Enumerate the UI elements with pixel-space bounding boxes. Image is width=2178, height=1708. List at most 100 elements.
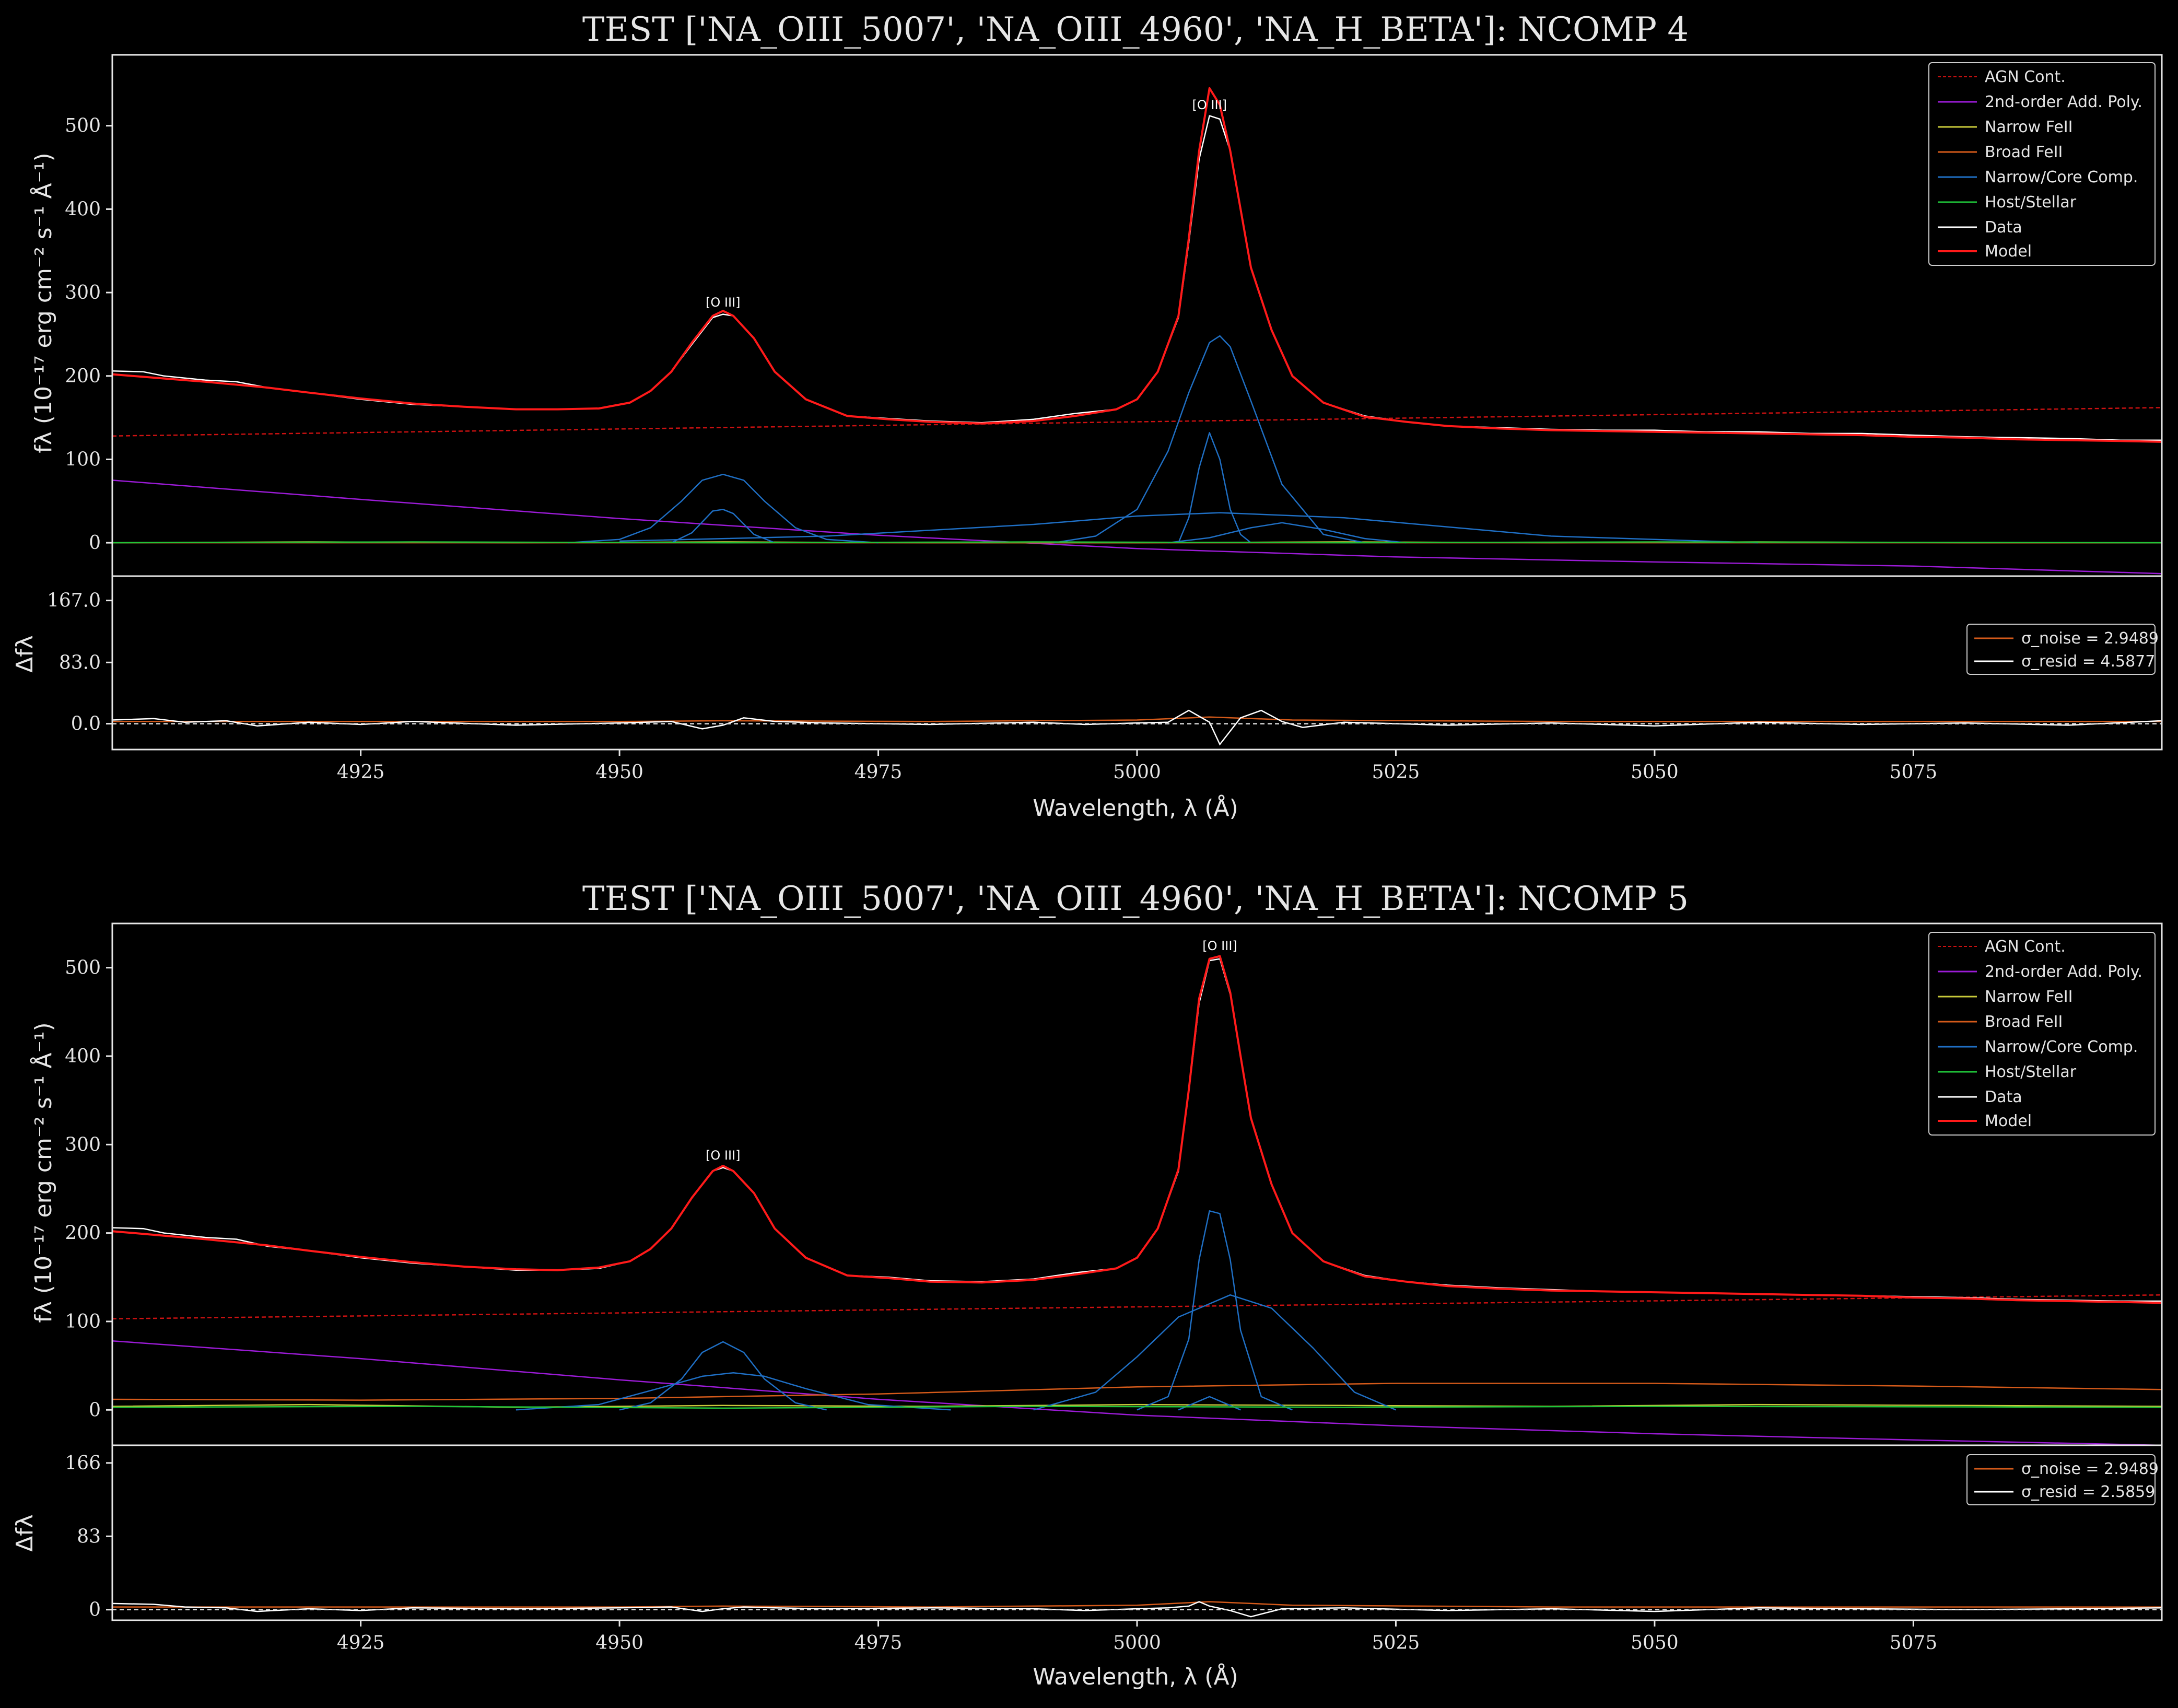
panel-1-resid-series: [112, 709, 2162, 746]
panel-1-series-model: [112, 87, 2162, 443]
panel-2-ylabel: fλ (10⁻¹⁷ erg cm⁻² s⁻¹ Å⁻¹): [29, 1022, 57, 1323]
panel-1-xtick-label-5050: 5050: [1631, 762, 1679, 783]
panel-2-resid-ytick-label-83: 83: [77, 1526, 101, 1547]
panel-1-ytick-label-100: 100: [65, 449, 101, 470]
panel-2-resid-yticks: 0 83 166: [65, 1453, 112, 1621]
panel-2-annotation-oiii-4960: [O III]: [706, 1148, 740, 1163]
panel-1-legend-poly: 2nd-order Add. Poly.: [1985, 93, 2142, 111]
panel-2-series-narrow-core-comp-3: [1033, 1294, 1396, 1411]
panel-1-xtick-label-4925: 4925: [337, 762, 385, 783]
panel-1-series-narrow-core-comp-4: [619, 512, 1759, 544]
panel-2-legend: AGN Cont. 2nd-order Add. Poly. Narrow Fe…: [1928, 932, 2156, 1136]
panel-2-legend-agn: AGN Cont.: [1985, 938, 2066, 956]
panel-1-resid-sigma-noise: [112, 716, 2162, 722]
panel-1-series-narrow-core-comp-2: [1054, 335, 1365, 544]
panel-2-series-narrow-core-comp-4: [1178, 1396, 1241, 1411]
panel-1-xtick-label-5000: 5000: [1113, 762, 1161, 783]
panel-2-legend-narrow-feii: Narrow FeII: [1985, 988, 2073, 1006]
panel-2-xtick-label-5075: 5075: [1890, 1632, 1938, 1654]
panel-2-series-2nd-order-add-poly: [112, 1340, 2162, 1446]
panel-1-annotation-oiii-5007: [O III]: [1192, 98, 1226, 112]
panel-1-legend-box: [1928, 62, 2156, 266]
panel-1-ytick-label-400: 400: [65, 198, 101, 220]
panel-1-series-narrow-core-comp: [567, 473, 879, 544]
panel-2-series-narrow-core-comp-2: [1137, 1210, 1293, 1411]
panel-2-legend-broad-feii: Broad FeII: [1985, 1013, 2063, 1031]
panel-1-legend-model: Model: [1985, 242, 2032, 261]
panel-2-xtick-label-5000: 5000: [1113, 1632, 1161, 1654]
panel-2-xlabel: Wavelength, λ (Å): [1033, 1663, 1238, 1690]
panel-2-legend-data: Data: [1985, 1088, 2022, 1106]
panel-1-series-host-stellar: [112, 541, 2162, 544]
panel-2-ytick-label-400: 400: [65, 1046, 101, 1067]
panel-1-resid-legend-noise: σ_noise = 2.9489: [2021, 629, 2159, 648]
panel-2-series-narrow-core-comp-1: [516, 1372, 951, 1411]
panel-1-resid-ytick-label-167: 167.0: [47, 590, 101, 612]
panel-1-ylabel: fλ (10⁻¹⁷ erg cm⁻² s⁻¹ Å⁻¹): [29, 153, 57, 453]
panel-2-xtick-label-4950: 4950: [595, 1632, 643, 1654]
panel-ncomp-4: TEST ['NA_OIII_5007', 'NA_OIII_4960', 'N…: [11, 10, 2163, 822]
panel-1-resid-ytick-label-83: 83.0: [59, 652, 101, 673]
panel-1-legend-agn: AGN Cont.: [1985, 68, 2066, 86]
panel-1-legend-host: Host/Stellar: [1985, 193, 2077, 212]
panel-2-ytick-label-200: 200: [65, 1223, 101, 1244]
panel-2-xticks: 4925 4950 4975 5000 5025 5050 5075: [337, 1620, 1937, 1654]
panel-1-legend-narrow-feii: Narrow FeII: [1985, 118, 2073, 136]
panel-2-resid-ytick-label-166: 166: [65, 1453, 101, 1474]
panel-2-ytick-label-100: 100: [65, 1311, 101, 1332]
panel-1-series-narrow-core-comp-1: [671, 509, 775, 544]
panel-2-xtick-label-4975: 4975: [854, 1632, 903, 1654]
panel-1-legend-data: Data: [1985, 218, 2022, 237]
panel-1-legend: AGN Cont. 2nd-order Add. Poly. Narrow Fe…: [1928, 62, 2156, 266]
panel-1-resid-legend-box: [1966, 624, 2156, 675]
panel-2-legend-host: Host/Stellar: [1985, 1063, 2077, 1081]
panel-2-series-host-stellar: [112, 1406, 2162, 1409]
panel-1-legend-narrow-core: Narrow/Core Comp.: [1985, 168, 2138, 186]
panel-2-legend-model: Model: [1985, 1112, 2032, 1130]
panel-2-resid-series: [112, 1601, 2162, 1618]
panel-2-series-narrow-core-comp: [619, 1341, 827, 1411]
panel-1-main-yticks: 0 100 200 300 400 500: [65, 115, 112, 554]
panel-1-ytick-label-300: 300: [65, 282, 101, 303]
panel-2-series-model: [112, 955, 2162, 1304]
panel-ncomp-5: TEST ['NA_OIII_5007', 'NA_OIII_4960', 'N…: [11, 880, 2163, 1690]
panel-1-ytick-label-200: 200: [65, 366, 101, 387]
panel-2-resid-legend: σ_noise = 2.9489 σ_resid = 2.5859: [1966, 1454, 2159, 1505]
panel-2-resid-legend-box: [1966, 1454, 2156, 1505]
panel-1-xlabel: Wavelength, λ (Å): [1033, 794, 1238, 822]
panel-1-main-series: [112, 87, 2162, 575]
panel-2-ytick-label-500: 500: [65, 957, 101, 979]
panel-1-resid-ylabel: Δfλ: [11, 635, 38, 673]
panel-1-xtick-label-5075: 5075: [1890, 762, 1938, 783]
panel-1-xtick-label-4950: 4950: [595, 762, 643, 783]
panel-2-ytick-label-300: 300: [65, 1134, 101, 1155]
panel-1-series-2nd-order-add-poly: [112, 479, 2162, 575]
panel-2-legend-poly: 2nd-order Add. Poly.: [1985, 963, 2142, 981]
panel-1-xtick-label-5025: 5025: [1372, 762, 1420, 783]
panel-2-resid-legend-resid: σ_resid = 2.5859: [2021, 1483, 2155, 1501]
panel-1-series-agn-cont: [112, 407, 2162, 437]
panel-2-legend-box: [1928, 932, 2156, 1136]
panel-2-annotation-oiii-5007: [O III]: [1202, 939, 1237, 953]
panel-1-resid-frame: [111, 575, 2163, 751]
panel-2-series-agn-cont: [112, 1294, 2162, 1320]
panel-1-series-narrow-core-comp-5: [1168, 522, 1407, 544]
panel-1-ytick-label-0: 0: [89, 532, 101, 554]
panel-1-xtick-label-4975: 4975: [854, 762, 903, 783]
panel-2-xtick-label-5025: 5025: [1372, 1632, 1420, 1654]
panel-2-resid-ylabel: Δfλ: [11, 1514, 38, 1552]
panel-2-resid-ytick-label-0: 0: [89, 1599, 101, 1621]
panel-2-xtick-label-5050: 5050: [1631, 1632, 1679, 1654]
panel-1-resid-yticks: 0.0 83.0 167.0: [47, 590, 112, 735]
panel-2-series-broad-feii: [112, 1383, 2162, 1401]
panel-1-legend-broad-feii: Broad FeII: [1985, 143, 2063, 161]
panel-1-annotation-oiii-4960: [O III]: [706, 295, 740, 310]
panel-1-resid-legend-resid: σ_resid = 4.5877: [2021, 652, 2155, 671]
panel-1-resid-sigma-resid: [112, 709, 2162, 746]
panel-2-xtick-label-4925: 4925: [337, 1632, 385, 1654]
panel-2-ytick-label-0: 0: [89, 1399, 101, 1421]
panel-1-xticks: 4925 4950 4975 5000 5025 5050 5075: [337, 750, 1937, 783]
panel-2-title: TEST ['NA_OIII_5007', 'NA_OIII_4960', 'N…: [582, 880, 1689, 918]
panel-1-ytick-label-500: 500: [65, 115, 101, 137]
